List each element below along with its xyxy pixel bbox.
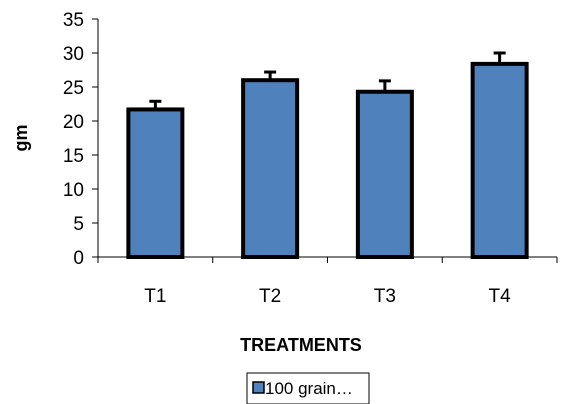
y-tick-label: 0 [73,248,84,269]
bar-t3 [355,89,414,260]
y-axis-ticks: 0 5 10 15 20 25 30 35 [63,10,98,269]
y-tick-label: 5 [73,214,84,235]
x-axis-title: TREATMENTS [240,335,362,355]
y-tick-label: 20 [63,112,84,133]
bar-t2 [241,78,300,259]
y-tick-label: 10 [63,180,84,201]
y-tick-label: 25 [63,78,84,99]
x-tick-label: T4 [489,286,512,307]
y-tick-label: 30 [63,44,84,65]
y-tick-label: 15 [63,146,84,167]
bar-t4 [470,61,529,259]
y-axis-title: gm [11,125,31,152]
bar-t1 [126,107,185,259]
x-tick-label: T1 [144,286,166,307]
x-axis-ticks: T1 T2 T3 T4 [97,257,558,307]
legend-swatch [252,381,265,394]
x-tick-label: T3 [374,286,396,307]
y-tick-label: 35 [63,10,84,31]
bars [126,51,529,260]
x-tick-label: T2 [259,286,281,307]
legend: 100 grain… [246,372,370,404]
legend-box [246,372,370,404]
legend-label: 100 grain… [265,379,353,398]
